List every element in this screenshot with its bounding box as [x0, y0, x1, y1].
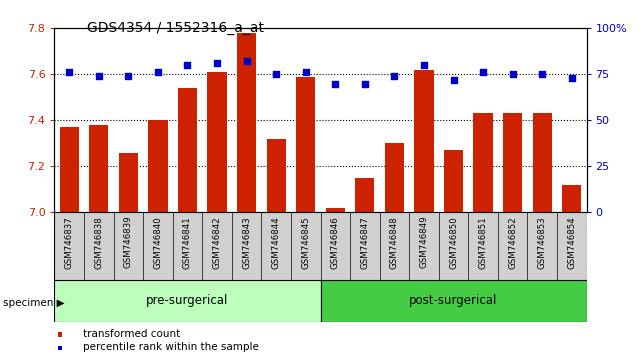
Text: percentile rank within the sample: percentile rank within the sample — [83, 342, 259, 352]
Bar — [89, 125, 108, 212]
Bar — [474, 114, 493, 212]
Point — [212, 61, 222, 66]
Bar — [54, 280, 320, 322]
Text: specimen ▶: specimen ▶ — [3, 298, 65, 308]
Text: post-surgerical: post-surgerical — [410, 295, 497, 307]
Bar — [326, 208, 345, 212]
Bar — [414, 70, 433, 212]
Bar — [296, 77, 315, 212]
Point — [448, 77, 458, 83]
Text: GSM746848: GSM746848 — [390, 216, 399, 269]
Bar — [533, 114, 552, 212]
Point — [419, 62, 429, 68]
Bar — [444, 150, 463, 212]
Bar — [385, 143, 404, 212]
Text: GSM746847: GSM746847 — [360, 216, 369, 269]
Point — [94, 73, 104, 79]
Point — [360, 81, 370, 86]
Point — [301, 70, 311, 75]
Text: GSM746843: GSM746843 — [242, 216, 251, 269]
Point — [271, 72, 281, 77]
Text: GSM746842: GSM746842 — [213, 216, 222, 269]
Point — [242, 59, 252, 64]
Bar — [60, 127, 79, 212]
Point — [153, 70, 163, 75]
Bar — [208, 72, 227, 212]
Point — [330, 81, 340, 86]
Text: GSM746839: GSM746839 — [124, 216, 133, 268]
Bar — [148, 120, 167, 212]
Point — [508, 72, 518, 77]
Text: GSM746852: GSM746852 — [508, 216, 517, 269]
Text: GDS4354 / 1552316_a_at: GDS4354 / 1552316_a_at — [87, 21, 263, 35]
Text: GSM746838: GSM746838 — [94, 216, 103, 269]
Point — [567, 75, 577, 81]
Bar — [267, 139, 286, 212]
Text: GSM746854: GSM746854 — [567, 216, 576, 269]
Point — [389, 73, 399, 79]
Text: GSM746840: GSM746840 — [153, 216, 162, 269]
Text: GSM746837: GSM746837 — [65, 216, 74, 269]
Bar — [503, 114, 522, 212]
Point — [123, 73, 133, 79]
Bar — [119, 153, 138, 212]
Bar — [355, 178, 374, 212]
Text: GSM746853: GSM746853 — [538, 216, 547, 269]
Bar — [320, 280, 587, 322]
Point — [183, 62, 193, 68]
Text: GSM746844: GSM746844 — [272, 216, 281, 269]
Point — [64, 70, 74, 75]
Text: GSM746849: GSM746849 — [419, 216, 428, 268]
Text: GSM746851: GSM746851 — [479, 216, 488, 269]
Bar — [237, 33, 256, 212]
Text: GSM746845: GSM746845 — [301, 216, 310, 269]
Text: GSM746846: GSM746846 — [331, 216, 340, 269]
Text: GSM746841: GSM746841 — [183, 216, 192, 269]
Point — [478, 70, 488, 75]
Bar — [562, 185, 581, 212]
Bar — [178, 88, 197, 212]
Text: GSM746850: GSM746850 — [449, 216, 458, 269]
Text: transformed count: transformed count — [83, 329, 181, 339]
Text: pre-surgerical: pre-surgerical — [146, 295, 229, 307]
Point — [537, 72, 547, 77]
